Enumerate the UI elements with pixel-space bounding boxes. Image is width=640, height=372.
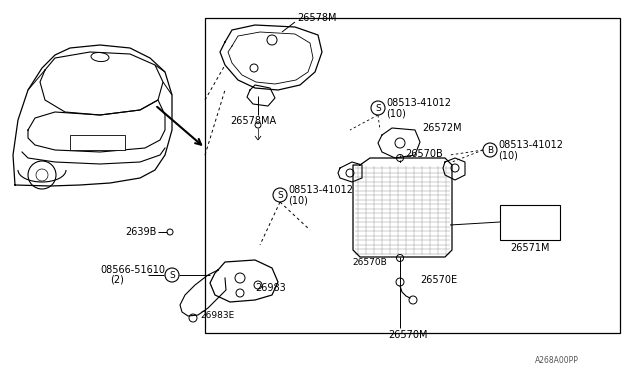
Text: 26570E: 26570E	[420, 275, 457, 285]
Text: 08513-41012: 08513-41012	[386, 98, 451, 108]
Text: 26983: 26983	[255, 283, 285, 293]
Text: S: S	[169, 270, 175, 279]
Bar	[500, 205, 560, 240]
Text: 08566-51610: 08566-51610	[100, 265, 165, 275]
Text: 26578MA: 26578MA	[230, 116, 276, 126]
Text: A268A00PP: A268A00PP	[535, 356, 579, 365]
Text: 2639B: 2639B	[125, 227, 156, 237]
Text: 26570M: 26570M	[388, 330, 428, 340]
Text: 26570B: 26570B	[352, 258, 387, 267]
Text: 26578M: 26578M	[297, 13, 337, 23]
Text: B: B	[487, 145, 493, 154]
Text: (2): (2)	[110, 275, 124, 285]
Text: (10): (10)	[288, 195, 308, 205]
Text: 26571M: 26571M	[510, 243, 550, 253]
Text: S: S	[277, 190, 283, 199]
Text: 08513-41012: 08513-41012	[288, 185, 353, 195]
Text: 26572M: 26572M	[422, 123, 461, 133]
Bar	[70, 135, 125, 150]
Text: S: S	[375, 103, 381, 112]
Text: 26570B: 26570B	[405, 149, 443, 159]
Text: 08513-41012: 08513-41012	[498, 140, 563, 150]
Text: (10): (10)	[498, 150, 518, 160]
Text: (10): (10)	[386, 108, 406, 118]
Bar	[205, 18, 620, 333]
Text: 26983E: 26983E	[200, 311, 234, 320]
